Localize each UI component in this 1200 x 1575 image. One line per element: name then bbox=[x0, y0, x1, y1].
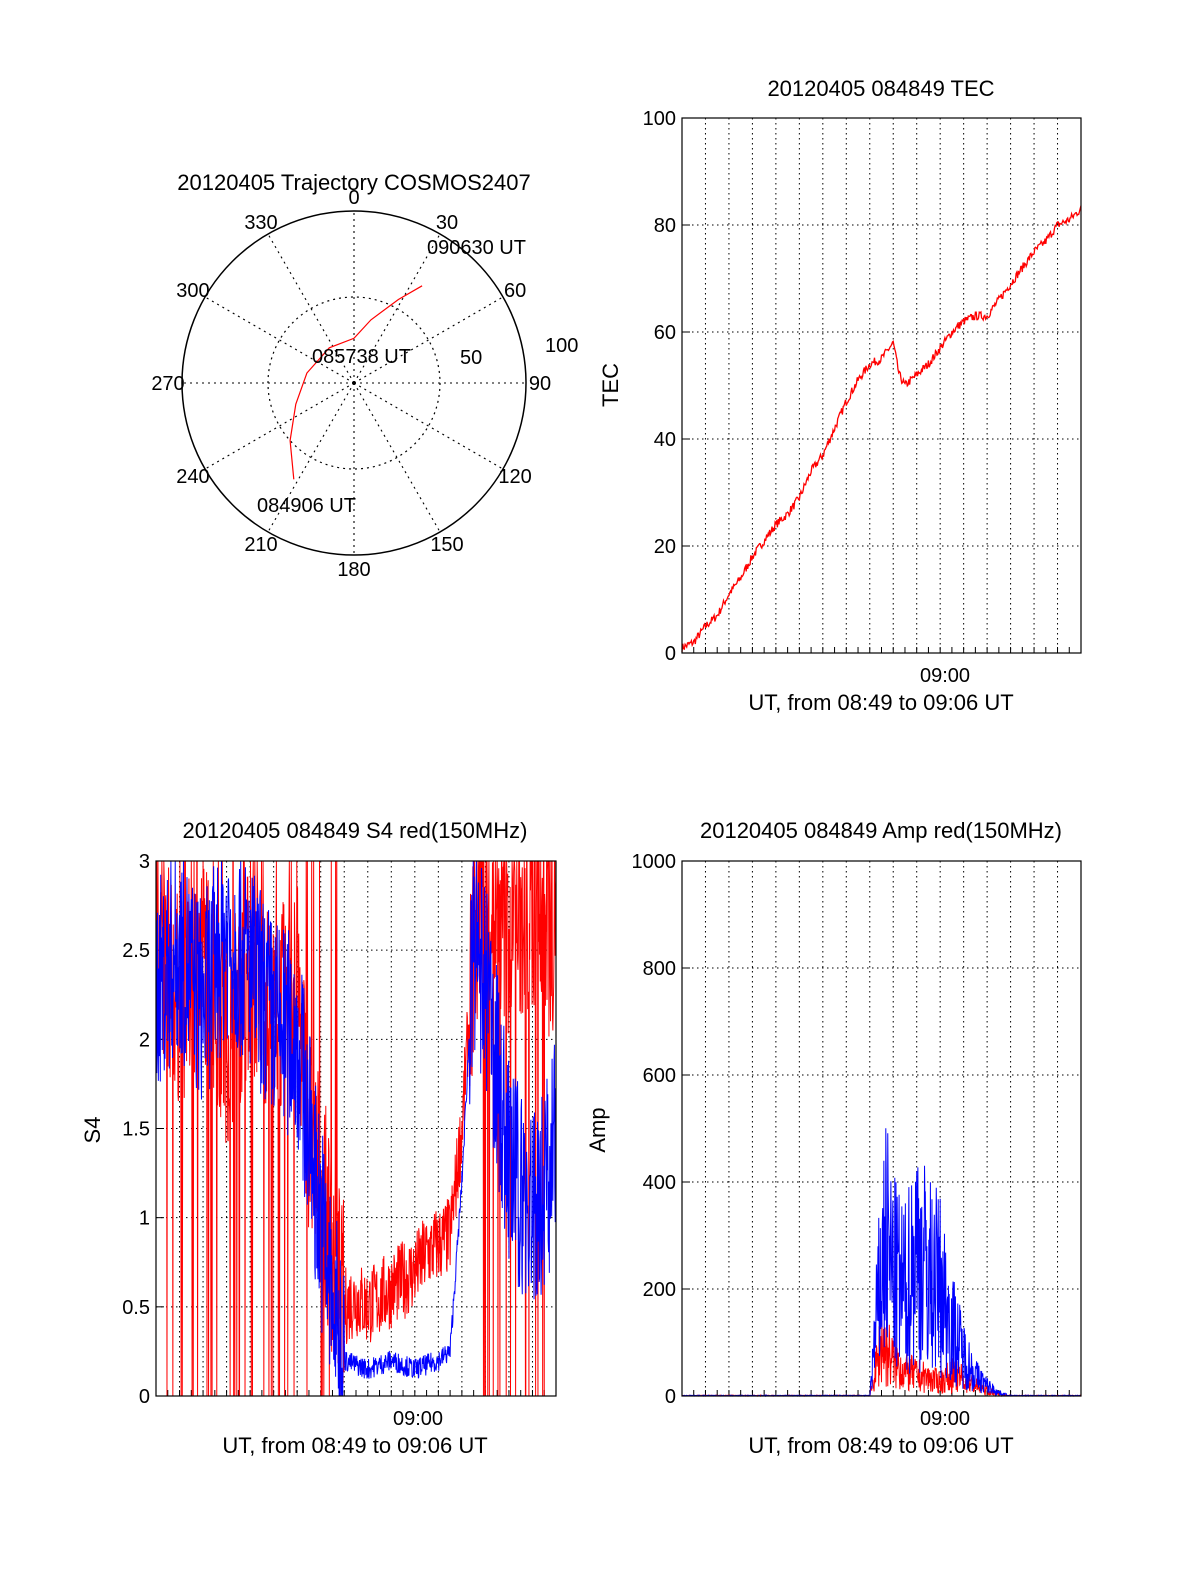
amp-ytick-label: 600 bbox=[643, 1065, 676, 1087]
polar-outer-ring bbox=[181, 210, 527, 556]
tec-ytick-label: 0 bbox=[665, 643, 676, 665]
amp-xlabel: UT, from 08:49 to 09:06 UT bbox=[748, 1433, 1013, 1458]
tec-panel: 20120405 084849 TEC 0 20 40 60 80 100 09:00 U… bbox=[598, 76, 1082, 715]
polar-angle-label: 120 bbox=[498, 466, 531, 488]
polar-angle-label: 330 bbox=[244, 212, 277, 234]
s4-ytick-label: 2 bbox=[139, 1029, 150, 1051]
polar-annotation-start: 084906 UT bbox=[257, 495, 356, 517]
amp-plot-frame bbox=[681, 860, 1082, 1397]
tec-ytick-label: 100 bbox=[643, 108, 676, 130]
polar-angle-label: 240 bbox=[176, 466, 209, 488]
s4-series-line bbox=[155, 860, 557, 1397]
polar-spoke bbox=[353, 382, 504, 470]
polar-angle-label: 180 bbox=[337, 559, 370, 581]
amp-ytick-label: 1000 bbox=[632, 851, 677, 873]
amp-ytick-label: 400 bbox=[643, 1172, 676, 1194]
tec-series-line bbox=[681, 205, 1082, 652]
amp-ytick-label: 0 bbox=[665, 1386, 676, 1408]
tec-xtick-label: 09:00 bbox=[920, 665, 970, 687]
polar-spoke bbox=[267, 233, 355, 384]
polar-spoke bbox=[353, 382, 441, 533]
polar-angle-label: 0 bbox=[348, 187, 359, 209]
tec-ytick-label: 40 bbox=[654, 429, 676, 451]
polar-spoke bbox=[353, 233, 441, 384]
tec-ytick-label: 60 bbox=[654, 322, 676, 344]
s4-ytick-label: 1 bbox=[139, 1208, 150, 1230]
polar-radius-label-100: 100 bbox=[545, 335, 578, 357]
s4-ytick-label: 0 bbox=[139, 1386, 150, 1408]
polar-panel: 20120405 Trajectory COSMOS2407 0 30 60 90 12… bbox=[151, 170, 578, 581]
s4-ylabel: S4 bbox=[80, 1117, 105, 1144]
amp-series-line bbox=[681, 1319, 1082, 1398]
tec-ytick-label: 80 bbox=[654, 215, 676, 237]
polar-angle-label: 270 bbox=[151, 373, 184, 395]
s4-ytick-label: 1.5 bbox=[122, 1119, 150, 1141]
polar-angle-label: 30 bbox=[436, 212, 458, 234]
s4-xtick-label: 09:00 bbox=[393, 1408, 443, 1430]
polar-angle-label: 210 bbox=[244, 534, 277, 556]
s4-xlabel: UT, from 08:49 to 09:06 UT bbox=[222, 1433, 487, 1458]
s4-ytick-label: 3 bbox=[139, 851, 150, 873]
polar-spoke bbox=[204, 382, 355, 470]
polar-angle-label: 150 bbox=[430, 534, 463, 556]
s4-title: 20120405 084849 S4 red(150MHz) bbox=[183, 818, 528, 843]
s4-ytick-label: 2.5 bbox=[122, 940, 150, 962]
polar-trajectory-line bbox=[289, 285, 423, 480]
tec-ytick-label: 20 bbox=[654, 536, 676, 558]
polar-annotation-mid: 085738 UT bbox=[312, 346, 411, 368]
amp-panel: 20120405 084849 Amp red(150MHz) 0 200 400 6… bbox=[585, 818, 1082, 1458]
amp-ytick-label: 800 bbox=[643, 958, 676, 980]
amp-ylabel: Amp bbox=[585, 1107, 610, 1152]
tec-xlabel: UT, from 08:49 to 09:06 UT bbox=[748, 690, 1013, 715]
polar-radius-label-50: 50 bbox=[460, 347, 482, 369]
polar-angle-label: 60 bbox=[504, 280, 526, 302]
polar-angle-label: 90 bbox=[529, 373, 551, 395]
polar-spoke bbox=[204, 296, 355, 384]
polar-angle-label: 300 bbox=[176, 280, 209, 302]
polar-spoke bbox=[353, 296, 504, 384]
amp-ytick-label: 200 bbox=[643, 1279, 676, 1301]
amp-title: 20120405 084849 Amp red(150MHz) bbox=[700, 818, 1062, 843]
s4-panel: 20120405 084849 S4 red(150MHz) 0 0.5 1 1.5 2… bbox=[80, 818, 557, 1458]
tec-plot-frame bbox=[681, 117, 1082, 654]
polar-grid bbox=[181, 210, 527, 556]
s4-ytick-label: 0.5 bbox=[122, 1297, 150, 1319]
polar-spoke bbox=[267, 382, 355, 533]
tec-title: 20120405 084849 TEC bbox=[767, 76, 994, 101]
polar-title: 20120405 Trajectory COSMOS2407 bbox=[177, 170, 530, 195]
s4-plot-frame bbox=[155, 860, 557, 1397]
polar-annotation-end: 090630 UT bbox=[427, 237, 526, 259]
tec-ylabel: TEC bbox=[598, 363, 623, 407]
amp-xtick-label: 09:00 bbox=[920, 1408, 970, 1430]
